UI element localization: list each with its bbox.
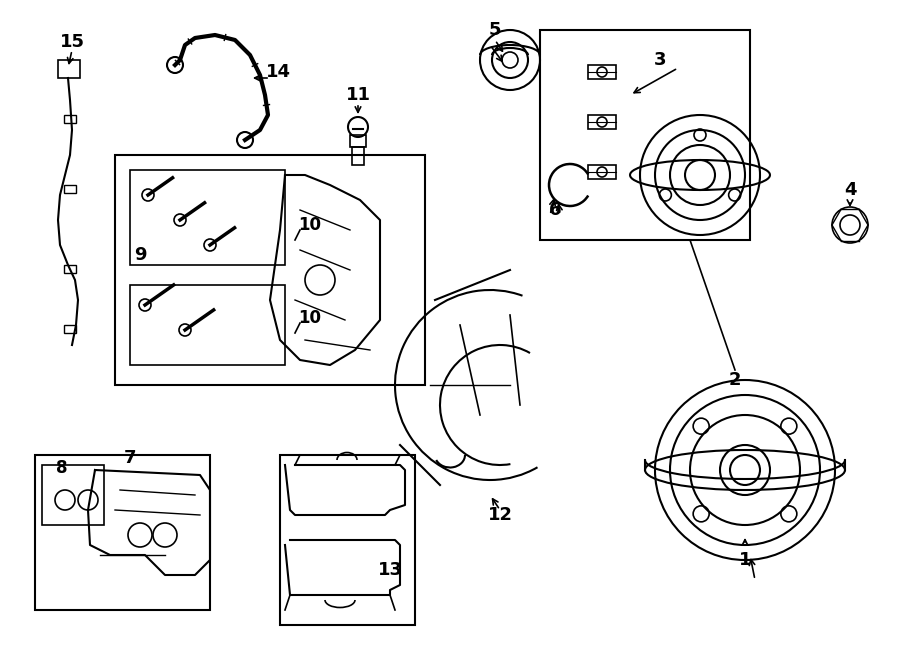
Bar (64, 325, 76, 333)
Bar (58, 60, 80, 78)
Circle shape (204, 239, 216, 251)
Bar (280, 455, 415, 625)
Bar (64, 185, 76, 193)
Text: 10: 10 (299, 216, 321, 234)
Bar (540, 30, 750, 240)
Text: 9: 9 (134, 246, 146, 264)
Text: 12: 12 (488, 506, 512, 524)
Text: 15: 15 (59, 33, 85, 51)
Bar (588, 165, 616, 179)
Text: 3: 3 (653, 51, 666, 69)
Text: 8: 8 (56, 459, 68, 477)
Text: 6: 6 (549, 201, 562, 219)
Bar (350, 135, 366, 147)
Text: 14: 14 (266, 63, 291, 81)
Text: 1: 1 (739, 551, 752, 569)
Bar (352, 147, 364, 165)
Bar (588, 65, 616, 79)
Circle shape (179, 324, 191, 336)
Circle shape (167, 57, 183, 73)
Bar (35, 455, 210, 610)
Text: 5: 5 (489, 21, 501, 39)
Circle shape (237, 132, 253, 148)
Bar (42, 465, 104, 525)
Bar (130, 170, 285, 265)
Text: 7: 7 (124, 449, 136, 467)
Text: 4: 4 (844, 181, 856, 199)
Text: 13: 13 (377, 561, 402, 579)
Bar (130, 285, 285, 365)
Text: 11: 11 (346, 86, 371, 104)
Circle shape (139, 299, 151, 311)
Bar (64, 115, 76, 123)
Circle shape (142, 189, 154, 201)
Circle shape (174, 214, 186, 226)
Bar (115, 155, 425, 385)
Bar (64, 265, 76, 273)
Text: 2: 2 (729, 371, 742, 389)
Bar (588, 115, 616, 129)
Text: 10: 10 (299, 309, 321, 327)
